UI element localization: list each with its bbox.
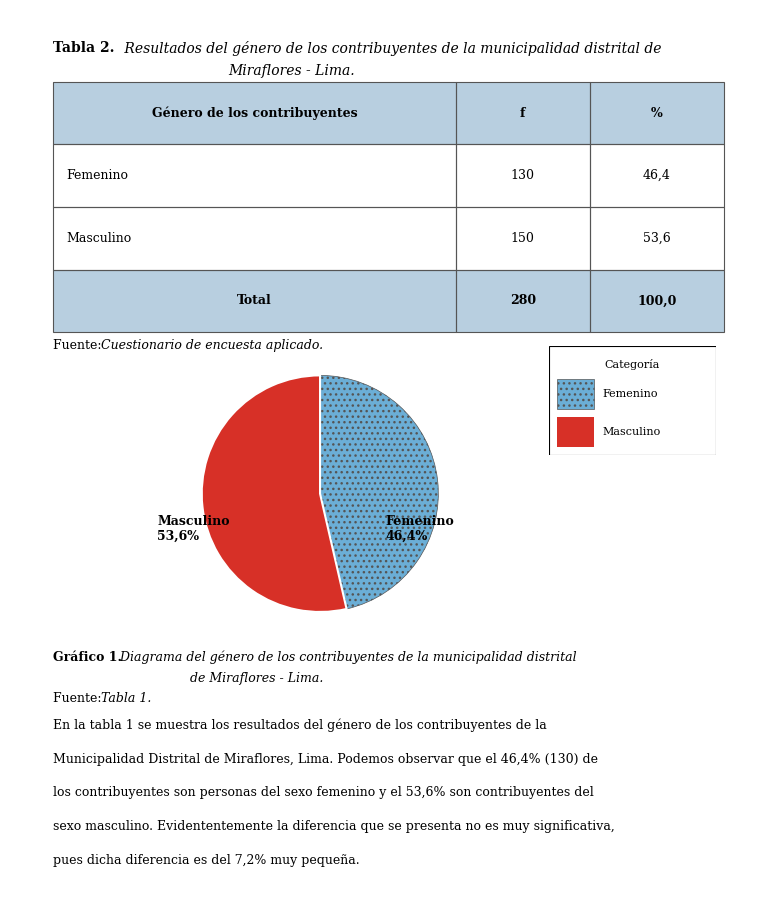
FancyBboxPatch shape: [53, 82, 456, 145]
FancyBboxPatch shape: [557, 379, 594, 410]
Text: Masculino
53,6%: Masculino 53,6%: [158, 515, 230, 543]
Text: 280: 280: [510, 294, 536, 308]
Text: En la tabla 1 se muestra los resultados del género de los contribuyentes de la: En la tabla 1 se muestra los resultados …: [53, 719, 547, 733]
FancyBboxPatch shape: [456, 269, 590, 332]
FancyBboxPatch shape: [590, 145, 724, 207]
Text: pues dicha diferencia es del 7,2% muy pequeña.: pues dicha diferencia es del 7,2% muy pe…: [53, 854, 360, 866]
FancyBboxPatch shape: [456, 145, 590, 207]
Text: Masculino: Masculino: [602, 427, 661, 437]
Text: 150: 150: [511, 232, 535, 245]
Text: Miraflores - Lima.: Miraflores - Lima.: [229, 64, 355, 77]
Text: f: f: [520, 106, 526, 120]
Text: Categoría: Categoría: [605, 359, 660, 369]
Text: Tabla 2.: Tabla 2.: [53, 41, 115, 55]
FancyBboxPatch shape: [53, 145, 456, 207]
FancyBboxPatch shape: [53, 269, 456, 332]
Text: Gráfico 1.: Gráfico 1.: [53, 651, 122, 663]
Text: Masculino: Masculino: [67, 232, 132, 245]
Text: Femenino: Femenino: [67, 169, 129, 182]
Text: de Miraflores - Lima.: de Miraflores - Lima.: [190, 672, 324, 684]
FancyBboxPatch shape: [456, 82, 590, 145]
Text: Total: Total: [237, 294, 272, 308]
FancyBboxPatch shape: [590, 269, 724, 332]
Text: sexo masculino. Evidententemente la diferencia que se presenta no es muy signifi: sexo masculino. Evidententemente la dife…: [53, 820, 615, 833]
FancyBboxPatch shape: [590, 207, 724, 269]
Text: Municipalidad Distrital de Miraflores, Lima. Podemos observar que el 46,4% (130): Municipalidad Distrital de Miraflores, L…: [53, 753, 598, 765]
Text: Femenino
46,4%: Femenino 46,4%: [385, 515, 454, 543]
FancyBboxPatch shape: [590, 82, 724, 145]
Text: 100,0: 100,0: [637, 294, 677, 308]
FancyBboxPatch shape: [549, 346, 716, 455]
Text: Fuente:: Fuente:: [53, 339, 106, 351]
Text: Cuestionario de encuesta aplicado.: Cuestionario de encuesta aplicado.: [101, 339, 324, 351]
FancyBboxPatch shape: [53, 207, 456, 269]
Text: Género de los contribuyentes: Género de los contribuyentes: [152, 106, 357, 120]
Text: 130: 130: [511, 169, 535, 182]
Text: 53,6: 53,6: [643, 232, 671, 245]
Text: Fuente:: Fuente:: [53, 692, 106, 704]
Text: Femenino: Femenino: [602, 389, 658, 399]
Text: 46,4: 46,4: [643, 169, 671, 182]
FancyBboxPatch shape: [456, 207, 590, 269]
FancyBboxPatch shape: [557, 417, 594, 448]
Wedge shape: [320, 375, 438, 609]
Wedge shape: [202, 375, 347, 612]
Text: Tabla 1.: Tabla 1.: [101, 692, 152, 704]
Text: los contribuyentes son personas del sexo femenino y el 53,6% son contribuyentes : los contribuyentes son personas del sexo…: [53, 786, 594, 799]
Text: Resultados del género de los contribuyentes de la municipalidad distrital de: Resultados del género de los contribuyen…: [120, 41, 662, 56]
Text: %: %: [651, 106, 663, 120]
Text: Diagrama del género de los contribuyentes de la municipalidad distrital: Diagrama del género de los contribuyente…: [116, 651, 576, 664]
